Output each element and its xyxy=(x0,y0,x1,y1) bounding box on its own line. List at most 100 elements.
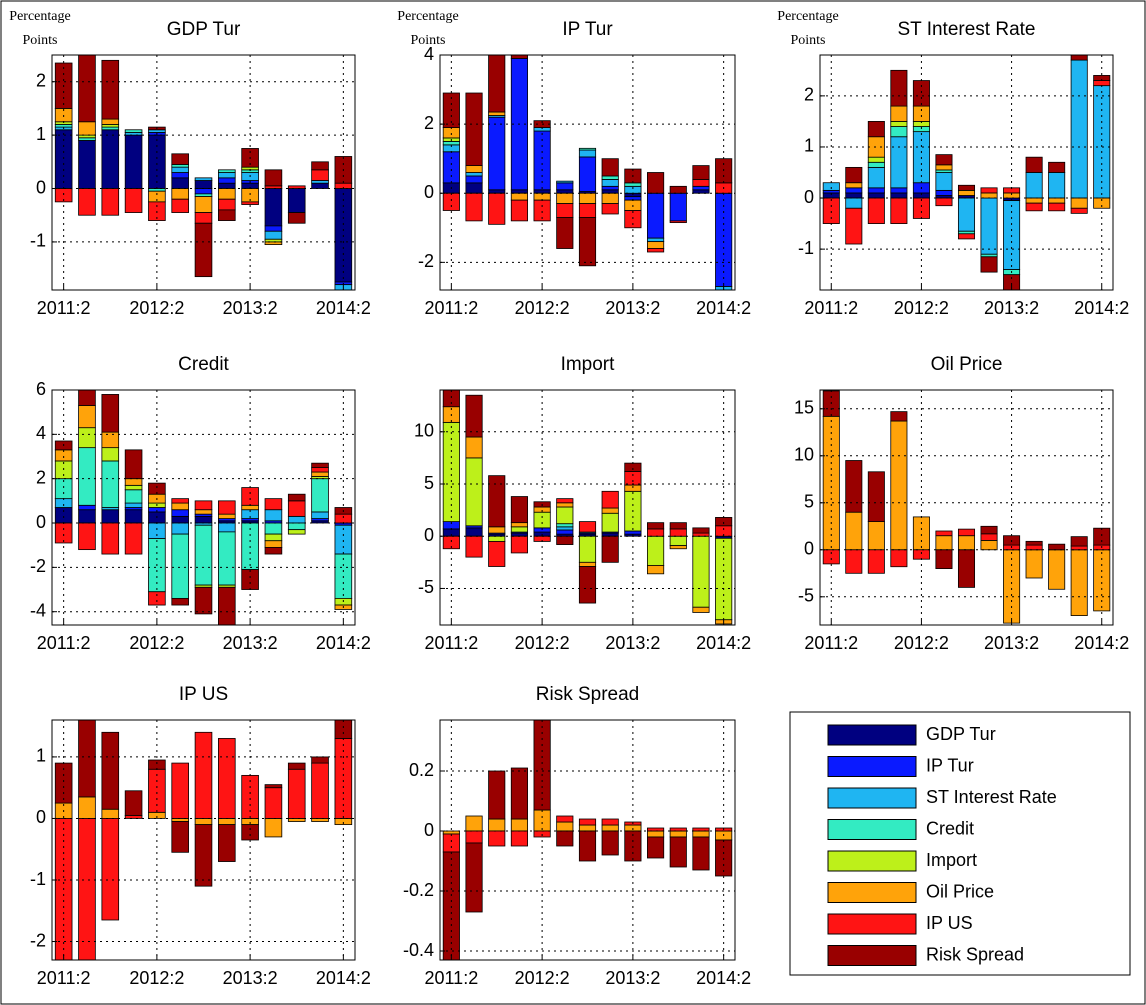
bar-segment xyxy=(241,201,259,205)
bar-segment xyxy=(241,824,259,841)
bar-segment xyxy=(624,182,642,187)
bar-segment xyxy=(935,172,953,191)
bar-segment xyxy=(101,522,120,555)
bar-segment xyxy=(101,431,120,449)
bar-segment xyxy=(669,830,687,838)
bar-segment xyxy=(890,121,908,127)
bar-segment xyxy=(442,535,460,550)
bar-segment xyxy=(578,566,597,604)
bar-segment xyxy=(578,521,597,533)
x-tick-label: 2012:2 xyxy=(129,298,184,318)
chart-title: IP Tur xyxy=(562,19,613,40)
bar-segment xyxy=(601,512,619,533)
bar-segment xyxy=(264,522,283,535)
bar-segment xyxy=(311,511,329,519)
bar-segment xyxy=(311,762,329,819)
bar-segment xyxy=(465,394,483,438)
bar-segment xyxy=(442,421,460,522)
bar-segment xyxy=(78,818,96,960)
bar-segment xyxy=(1025,540,1043,546)
y-tick-label: 6 xyxy=(36,379,46,399)
bar-segment xyxy=(935,530,953,537)
x-tick-label: 2011:2 xyxy=(424,968,478,988)
bar-segment xyxy=(669,220,687,224)
bar-segment xyxy=(867,156,885,163)
bar-segment xyxy=(845,182,863,189)
bar-segment xyxy=(867,121,885,138)
bar-segment xyxy=(867,187,885,194)
bar-segment xyxy=(578,824,597,832)
bar-segment xyxy=(465,457,483,527)
bar-segment xyxy=(124,188,143,213)
bar-segment xyxy=(488,116,506,191)
y-tick-label: 2 xyxy=(424,113,434,133)
bar-segment xyxy=(101,118,120,125)
bar-segment xyxy=(264,547,283,555)
bar-segment xyxy=(845,166,863,184)
bar-segment xyxy=(442,833,460,853)
y-tick-label: 0 xyxy=(36,177,46,197)
bar-segment xyxy=(935,164,953,171)
bar-segment xyxy=(533,189,551,194)
bar-segment xyxy=(194,586,213,615)
bar-segment xyxy=(980,192,998,199)
bar-segment xyxy=(488,55,506,113)
bar-segment xyxy=(218,586,236,625)
bar-segment xyxy=(124,509,143,524)
y-tick-label: 1 xyxy=(804,136,814,156)
bar-segment xyxy=(488,818,506,832)
y-axis-label: Percentage xyxy=(397,9,458,24)
bar-segment xyxy=(890,411,908,422)
bar-segment xyxy=(287,762,306,770)
bar-segment xyxy=(101,447,120,462)
legend-swatch xyxy=(827,882,917,903)
bar-segment xyxy=(194,500,213,511)
bar-segment xyxy=(311,161,329,171)
bar-segment xyxy=(957,233,976,240)
bar-segment xyxy=(218,198,236,211)
bar-segment xyxy=(556,498,574,504)
plot xyxy=(54,390,353,625)
y-tick-label: 0 xyxy=(804,539,814,559)
y-tick-label: 4 xyxy=(424,44,434,64)
x-tick-label: 2014:2 xyxy=(1074,298,1129,318)
bar-segment xyxy=(957,189,976,196)
x-tick-label: 2013:2 xyxy=(605,633,660,653)
bar-segment xyxy=(465,182,483,194)
y-axis-label: Percentage xyxy=(9,9,70,24)
bar-segment xyxy=(488,770,506,820)
bar-segment xyxy=(124,132,143,136)
bar-segment xyxy=(148,129,166,133)
y-tick-label: 0 xyxy=(424,820,434,840)
bar-segment xyxy=(624,462,642,472)
bar-segment xyxy=(171,533,189,599)
y-tick-label: -2 xyxy=(30,556,46,576)
bar-segment xyxy=(980,525,998,535)
bar-segment xyxy=(601,830,619,856)
bar-segment xyxy=(78,405,96,429)
bar-segment xyxy=(556,523,574,528)
bar-segment xyxy=(78,720,96,798)
bar-segment xyxy=(890,192,908,199)
bar-segment xyxy=(78,134,96,139)
bar-segment xyxy=(148,482,166,495)
bar-segment xyxy=(287,500,306,517)
chart-title: ST Interest Rate xyxy=(898,19,1036,40)
bar-segment xyxy=(264,188,283,227)
axes-frame xyxy=(439,389,736,626)
x-tick-label: 2012:2 xyxy=(894,298,949,318)
bar-segment xyxy=(556,189,574,194)
plot xyxy=(822,390,1111,624)
bar-segment xyxy=(692,836,710,871)
y-tick-label: 1 xyxy=(36,124,46,144)
bar-segment xyxy=(1025,544,1043,551)
bar-segment xyxy=(194,212,213,224)
y-tick-label: -1 xyxy=(30,231,46,251)
bar-segment xyxy=(171,515,189,524)
bar-segment xyxy=(465,192,483,222)
bar-segment xyxy=(822,549,840,565)
bar-segment xyxy=(264,533,283,542)
bar-segment xyxy=(1048,197,1066,204)
bar-segment xyxy=(624,484,642,492)
axes-frame xyxy=(51,54,356,291)
